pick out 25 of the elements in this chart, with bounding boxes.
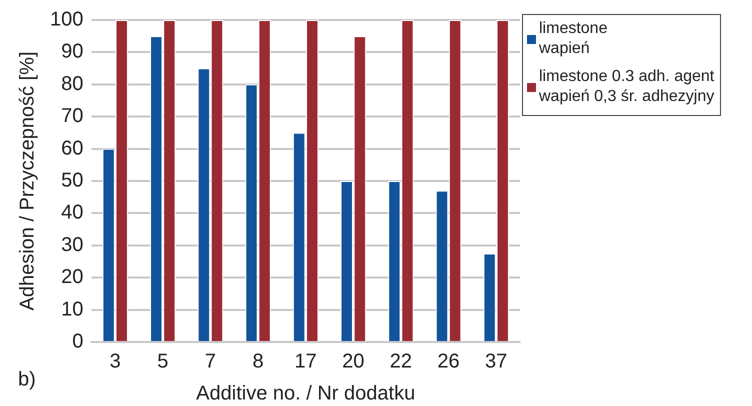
y-tick-label: 80 — [61, 72, 84, 95]
y-tick-label: 10 — [61, 298, 84, 320]
x-tick-label: 37 — [485, 350, 508, 373]
y-tick-label: 50 — [61, 170, 84, 192]
y-tick-label: 0 — [72, 330, 84, 353]
legend-label: limestone 0.3 adh. agent wapień 0,3 śr. adhezyjny — [539, 67, 714, 107]
y-tick-label: 90 — [61, 40, 84, 63]
legend-label: limestone wapień — [539, 19, 608, 59]
x-axis-title: Additive no. / Nr dodatku — [196, 382, 416, 405]
y-tick-label: 60 — [61, 137, 84, 160]
y-tick-label: 100 — [50, 8, 84, 31]
x-tick-label: 5 — [157, 350, 168, 373]
text: b) — [18, 368, 36, 391]
y-axis-title: Adhesion / Przyczepność [%] — [16, 51, 39, 311]
y-tick-label: 20 — [61, 266, 84, 288]
x-tick-label: 26 — [437, 350, 460, 373]
x-tick-label: 3 — [110, 350, 121, 373]
y-tick-label: 30 — [61, 234, 84, 256]
x-tick-label: 8 — [252, 350, 264, 373]
x-tick-label: 22 — [390, 350, 412, 373]
y-tick-label: 70 — [61, 105, 84, 128]
y-tick-label: 40 — [61, 202, 84, 224]
x-tick-label: 17 — [294, 350, 317, 373]
x-tick-label: 7 — [204, 350, 216, 373]
x-tick-label: 20 — [342, 350, 364, 373]
